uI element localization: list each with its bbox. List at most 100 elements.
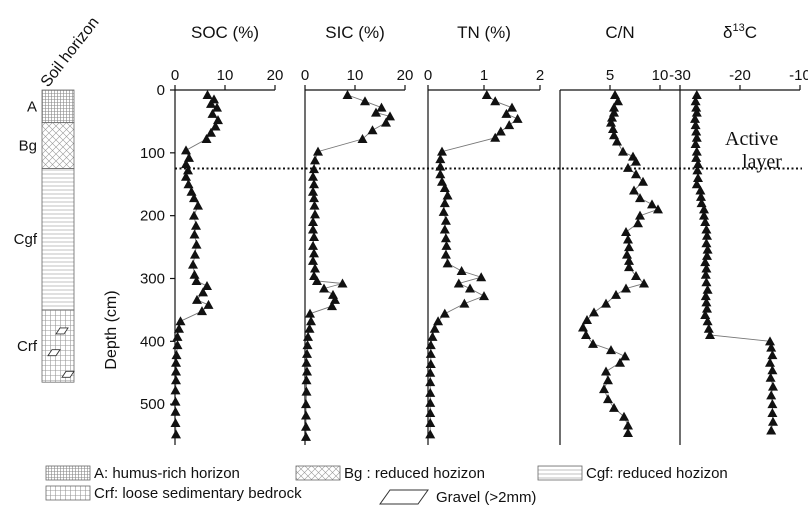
x-tick-label: -30 (669, 67, 691, 84)
data-point (618, 146, 628, 156)
y-tick-label: 500 (140, 396, 165, 413)
data-point (631, 270, 641, 280)
x-tick-label: 1 (480, 67, 488, 84)
data-point (308, 171, 318, 181)
data-point (638, 176, 648, 186)
legend-item-0: A: humus-rich horizon (45, 465, 240, 482)
data-point (620, 351, 630, 361)
data-point (425, 348, 436, 358)
data-point (701, 277, 712, 287)
data-point (310, 263, 320, 273)
data-point (581, 330, 591, 340)
data-point (609, 402, 619, 412)
data-point (302, 348, 312, 358)
data-point (622, 249, 632, 259)
data-point (302, 340, 313, 350)
data-point (693, 172, 703, 182)
legend-item-2: Cgf: reduced hozizon (537, 465, 728, 482)
series-line (429, 94, 519, 435)
data-point (202, 281, 212, 291)
horizon-cgf (41, 168, 75, 311)
data-point (691, 179, 702, 189)
data-point (695, 185, 706, 195)
data-point (171, 429, 181, 439)
data-point (624, 255, 634, 265)
data-point (306, 316, 316, 326)
data-point (588, 338, 598, 348)
data-point (701, 263, 712, 273)
data-point (312, 276, 322, 286)
x-tick-label: 10 (217, 67, 234, 84)
data-point (705, 330, 715, 340)
data-point (702, 303, 712, 313)
data-point (206, 98, 216, 108)
data-point (631, 156, 641, 166)
data-point (198, 287, 208, 297)
data-point (603, 394, 613, 404)
data-point (700, 291, 711, 301)
data-point (507, 102, 517, 112)
data-point (623, 428, 633, 438)
data-point (582, 314, 592, 324)
data-point (181, 171, 191, 181)
data-point (313, 146, 323, 156)
data-point (440, 215, 451, 225)
data-point (309, 193, 319, 203)
data-point (202, 90, 213, 100)
data-point (702, 250, 712, 260)
data-point (301, 375, 312, 385)
horizon-label-a: A (27, 98, 37, 115)
data-point (512, 113, 523, 123)
data-point (425, 387, 436, 397)
data-point (328, 289, 338, 299)
horizon-a (41, 89, 75, 124)
data-point (376, 102, 387, 112)
data-point (212, 102, 222, 112)
panel-1: 0 10 20 SIC (%) (301, 23, 414, 445)
data-point (653, 204, 663, 214)
data-point (309, 179, 319, 189)
horizon-label-crf: Crf (17, 338, 38, 355)
data-point (703, 323, 714, 333)
soil-horizon-column: A Bg Cgf Crf (14, 89, 75, 383)
data-point (701, 238, 712, 248)
data-point (189, 269, 200, 279)
data-point (437, 146, 447, 156)
data-point (701, 224, 712, 234)
series-line (175, 94, 219, 435)
data-point (360, 96, 370, 106)
data-point (599, 384, 609, 394)
x-tick-label: 2 (536, 67, 544, 84)
x-tick-label: 20 (397, 67, 414, 84)
data-point (479, 291, 489, 301)
data-point (171, 350, 182, 360)
data-point (609, 102, 619, 112)
data-point (495, 126, 506, 136)
data-point (456, 265, 467, 275)
panel-0: 0 10 20 SOC (%) (170, 23, 283, 445)
legend-item-3: Crf: loose sedimentary bedrock (45, 485, 302, 502)
data-point (690, 120, 701, 130)
data-point (189, 193, 199, 203)
data-point (702, 230, 712, 240)
data-point (170, 385, 181, 395)
panel-2: 0 1 2 TN (%) (424, 23, 544, 445)
panel-3: 5 10 C/N (559, 23, 680, 445)
data-point (170, 418, 181, 428)
data-point (172, 331, 183, 341)
panel-title: TN (%) (457, 23, 511, 42)
legend-swatch (45, 485, 91, 501)
data-point (193, 200, 203, 210)
data-point (603, 375, 613, 385)
data-point (310, 209, 320, 219)
data-point (308, 186, 318, 196)
data-point (607, 112, 617, 122)
data-point (301, 410, 311, 420)
legend: A: humus-rich horizon Bg : reduced hozizo… (45, 465, 728, 506)
data-point (308, 224, 318, 234)
data-point (206, 127, 216, 137)
horizon-label-cgf: Cgf (14, 231, 38, 248)
data-point (490, 132, 501, 142)
data-point (435, 169, 446, 179)
data-point (699, 204, 709, 214)
